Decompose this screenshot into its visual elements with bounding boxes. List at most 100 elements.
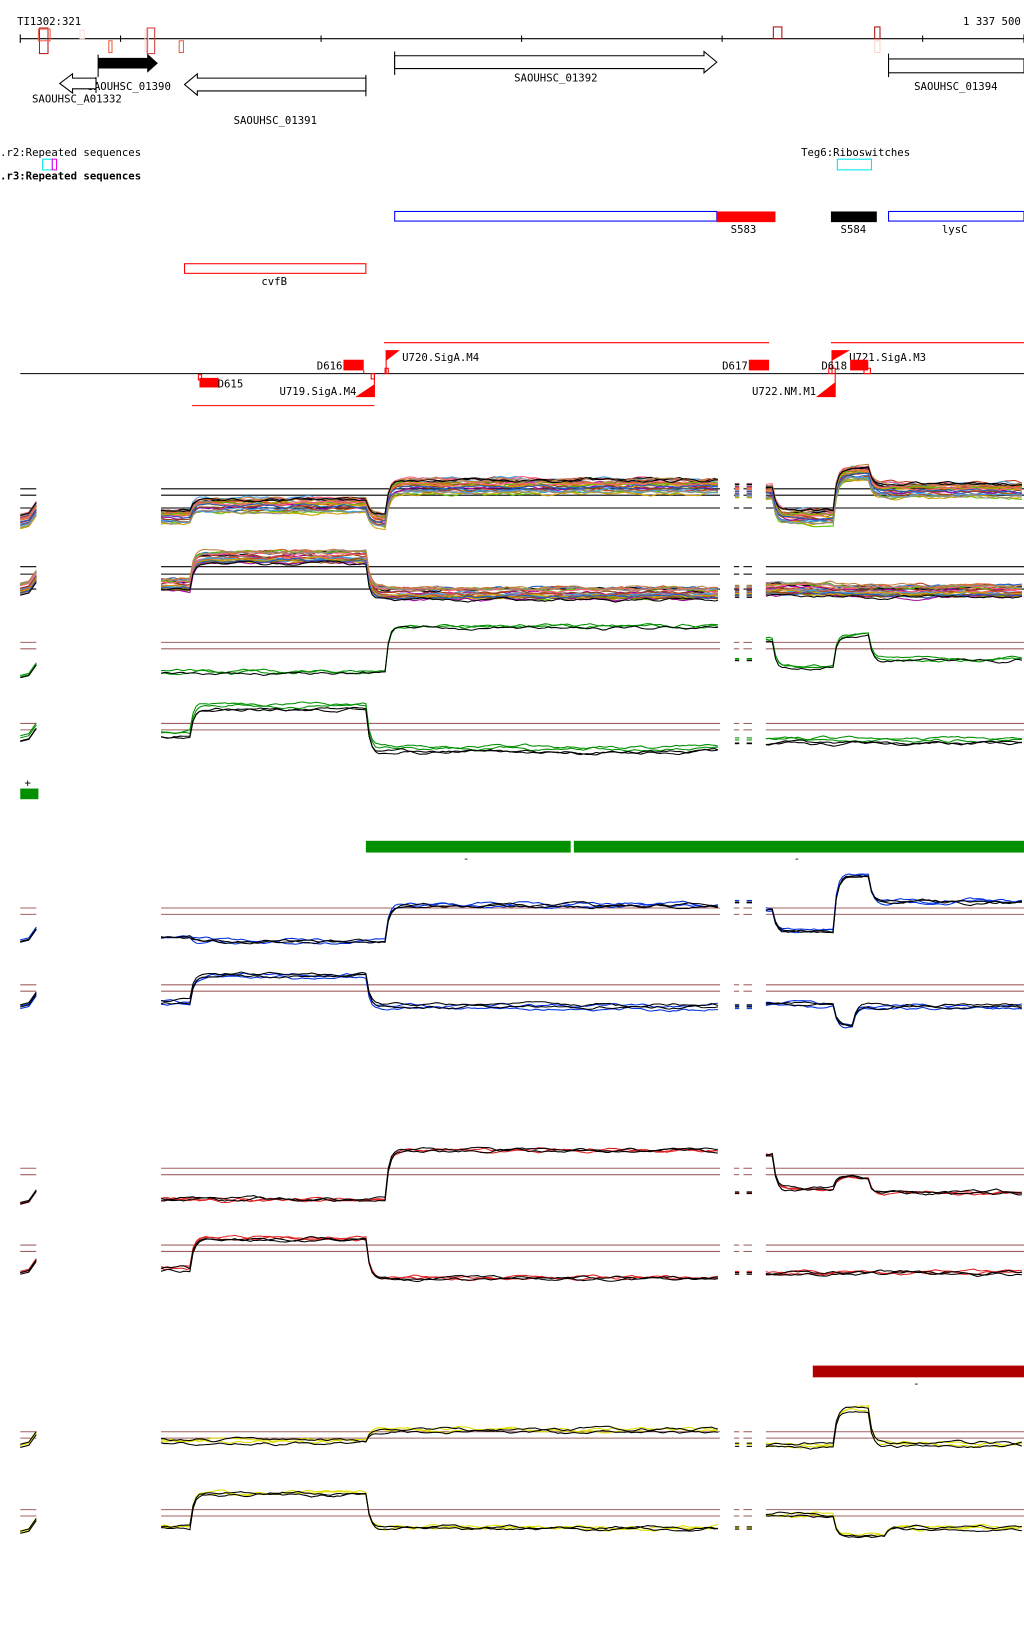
svg-text:SAOUHSC_01391: SAOUHSC_01391 (234, 114, 317, 127)
expression-curve (160, 548, 718, 591)
svg-text:D618: D618 (821, 359, 847, 372)
svg-text:.r2:Repeated sequences: .r2:Repeated sequences (0, 146, 141, 159)
expression-curve (161, 484, 718, 523)
expression-curve (160, 1490, 718, 1531)
expression-curve (765, 477, 1022, 528)
expression-curve (765, 740, 1022, 747)
promoter-U719[interactable]: U719.SigA.M4 (279, 373, 375, 398)
svg-text:+: + (25, 776, 31, 789)
expression-curve (765, 580, 1023, 589)
expression-curve (160, 560, 718, 603)
start-coordinate: TI1302:321 (17, 15, 81, 28)
transcript-track: D615 D616 U719.SigA.M4 U720.SigA.M4 D617… (20, 342, 1024, 407)
mini-curve (20, 571, 37, 585)
svg-text:D616: D616 (317, 359, 343, 372)
expression-curve (765, 739, 1022, 746)
gene-SAOUHSC_01391[interactable]: SAOUHSC_01391 (183, 72, 367, 127)
expression-curve (160, 974, 719, 1010)
expression-curve (765, 1269, 1022, 1276)
expression-curve (765, 472, 1022, 521)
mini-curve (20, 579, 37, 594)
expression-curve (160, 625, 718, 677)
terminator-D616[interactable]: D616 (317, 359, 365, 374)
expression-curve (765, 875, 1022, 934)
expression-curve (161, 476, 718, 515)
mini-curve (20, 1190, 37, 1205)
gene-lysC[interactable] (888, 210, 1024, 222)
gene-SAOUHSC_01394[interactable]: SAOUHSC_01394 (888, 53, 1024, 93)
svg-text:cvfB: cvfB (261, 275, 287, 288)
coordinate-axis: TI1302:321 1 337 500 (17, 15, 1024, 55)
svg-text:S584: S584 (841, 223, 867, 236)
mini-curve (20, 993, 37, 1008)
riboswitch-feature[interactable] (836, 158, 872, 171)
expression-track (20, 463, 1024, 531)
expression-track (20, 971, 1024, 1029)
expression-tracks (20, 463, 1024, 1539)
expression-curve (160, 703, 718, 752)
expression-curve (765, 469, 1022, 516)
promoter-U720[interactable]: U720.SigA.M4 (384, 350, 479, 375)
promoter-U722[interactable]: U722.NM.M1 (752, 373, 836, 398)
svg-text:SAOUHSC_01394: SAOUHSC_01394 (914, 80, 997, 93)
mini-curve (20, 502, 37, 516)
mini-curve (20, 662, 37, 677)
svg-text:S583: S583 (731, 223, 757, 236)
mini-curve (20, 582, 37, 596)
svg-text:-: - (794, 852, 800, 865)
mini-curve (20, 926, 37, 941)
srna-S584[interactable] (830, 211, 877, 223)
terminator-D618[interactable]: D618 (821, 359, 871, 375)
gene-SAOUHSC_01390[interactable]: SAOUHSC_01390 (87, 53, 171, 93)
expression-curve (161, 701, 718, 750)
svg-text:SAOUHSC_01392: SAOUHSC_01392 (514, 71, 597, 84)
mini-curve (20, 722, 37, 737)
expression-curve (161, 1147, 718, 1202)
expression-curve (161, 901, 719, 945)
segment-bar[interactable] (812, 1365, 1024, 1378)
expression-curve (161, 623, 718, 676)
gene-cvfB[interactable] (184, 263, 367, 274)
svg-text:U719.SigA.M4: U719.SigA.M4 (279, 385, 356, 398)
svg-text:SAOUHSC_A01332: SAOUHSC_A01332 (32, 93, 122, 106)
expression-curve (765, 1514, 1022, 1539)
segment-bar[interactable] (365, 840, 571, 853)
srna-S583[interactable] (716, 211, 776, 223)
mini-curve (20, 1520, 37, 1534)
expression-curve (765, 466, 1022, 512)
expression-track (20, 1405, 1024, 1450)
expression-curve (765, 632, 1022, 668)
expression-curve (765, 873, 1022, 931)
mini-curve (20, 515, 37, 530)
expression-curve (160, 1235, 718, 1281)
terminator-D615[interactable]: D615 (197, 374, 243, 391)
gene-SAOUHSC_A01332[interactable]: SAOUHSC_A01332 (32, 72, 122, 106)
expression-curve (160, 706, 718, 756)
expression-curve (765, 463, 1023, 513)
expression-curve (160, 555, 718, 598)
expression-curve (160, 477, 718, 515)
gene-SAOUHSC_01392[interactable]: SAOUHSC_01392 (394, 50, 718, 84)
expression-curve (765, 1155, 1022, 1196)
mini-curve (20, 992, 37, 1007)
repeat-track: .r2:Repeated sequences .r3:Repeated sequ… (0, 146, 141, 182)
mini-curve (20, 514, 37, 528)
segment-bar[interactable] (573, 840, 1024, 853)
expression-track (20, 1146, 1024, 1205)
expression-curve (765, 1271, 1022, 1277)
svg-text:SAOUHSC_01390: SAOUHSC_01390 (87, 80, 170, 93)
mini-curve (20, 511, 37, 525)
mini-curve (20, 724, 37, 739)
expression-track (20, 701, 1024, 756)
expression-curve (161, 902, 719, 945)
annotation-track: S583 S584 lysC cvfB (184, 210, 1024, 288)
expression-track (20, 623, 1024, 679)
mini-curve (20, 506, 37, 520)
mini-curve (20, 572, 37, 587)
mini-curve (20, 578, 37, 592)
expression-curve (765, 875, 1022, 933)
terminator-D617[interactable]: D617 (722, 359, 770, 372)
expression-curve (160, 1237, 718, 1283)
expression-curve (765, 469, 1022, 518)
